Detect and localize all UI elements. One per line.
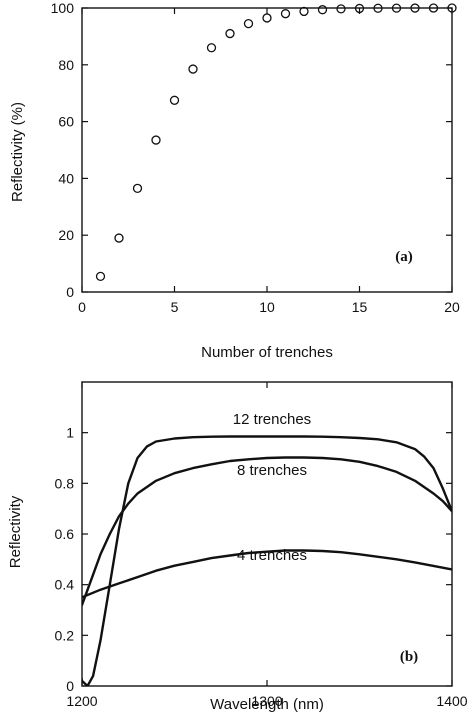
data-point xyxy=(299,6,309,17)
panel-b-tag: (b) xyxy=(400,649,418,665)
y-tick-label: 20 xyxy=(58,227,74,243)
data-point xyxy=(391,3,402,13)
x-tick-label: 5 xyxy=(171,299,179,315)
data-point xyxy=(169,95,180,105)
data-point xyxy=(354,3,365,14)
y-tick-label: 80 xyxy=(58,57,74,73)
curve-label-8-trenches: 8 trenches xyxy=(237,462,307,479)
y-tick-label: 0 xyxy=(66,678,74,694)
data-point xyxy=(447,3,457,13)
panel-a-x-axis-label: Number of trenches xyxy=(201,344,333,361)
y-tick-label: 1 xyxy=(66,425,74,441)
data-point xyxy=(428,3,439,13)
x-tick-label: 1300 xyxy=(251,693,282,709)
data-point xyxy=(225,28,235,39)
x-tick-label: 1400 xyxy=(436,693,467,709)
series-line-8-trenches xyxy=(82,456,452,607)
x-tick-label: 10 xyxy=(259,299,275,315)
curve-label-12-trenches: 12 trenches xyxy=(233,411,311,428)
y-tick-label: 0.4 xyxy=(55,577,75,593)
data-point xyxy=(114,233,124,243)
panel-b-y-axis-label: Reflectivity xyxy=(7,495,24,568)
curve-label-4-trenches: 4 trenches xyxy=(237,547,307,564)
data-point xyxy=(410,3,420,13)
y-tick-label: 0.8 xyxy=(55,475,75,491)
panel-b-curves xyxy=(82,435,452,686)
data-point xyxy=(336,4,346,14)
series-line-12-trenches xyxy=(82,435,452,686)
panel-a: 0 5 10 15 20 0 20 40 60 80 100 Reflectivity (%) Nu… xyxy=(9,0,460,361)
panel-b-x-axis-label: Wavelength (nm) xyxy=(210,696,324,713)
data-point xyxy=(280,9,291,19)
panel-b-ticks: 1200 1300 1400 0 0.2 0.4 0.6 0.8 1 xyxy=(55,382,468,709)
x-tick-label: 1200 xyxy=(66,693,97,709)
y-tick-label: 100 xyxy=(51,0,75,16)
y-tick-label: 0.2 xyxy=(55,627,75,643)
data-point xyxy=(188,64,198,74)
x-tick-label: 0 xyxy=(78,299,86,315)
y-tick-label: 60 xyxy=(58,114,74,130)
data-point xyxy=(151,135,161,145)
data-point xyxy=(206,43,217,53)
x-tick-label: 20 xyxy=(444,299,460,315)
panel-a-markers xyxy=(95,3,457,282)
data-point xyxy=(132,183,143,193)
y-tick-label: 0.6 xyxy=(55,526,75,542)
panel-a-y-axis-label: Reflectivity (%) xyxy=(9,102,26,202)
panel-b: 1200 1300 1400 0 0.2 0.4 0.6 0.8 1 12 trenches 8… xyxy=(7,381,468,713)
x-tick-label: 15 xyxy=(352,299,368,315)
data-point xyxy=(243,18,254,29)
panel-a-tag: (a) xyxy=(395,249,413,265)
y-tick-label: 0 xyxy=(66,284,74,300)
data-point xyxy=(317,5,328,15)
series-line-4-trenches xyxy=(82,549,452,599)
data-point xyxy=(95,271,106,282)
panel-a-ticks: 0 5 10 15 20 0 20 40 60 80 100 xyxy=(51,0,460,315)
data-point xyxy=(373,3,383,13)
data-point xyxy=(262,13,272,23)
y-tick-label: 40 xyxy=(58,170,74,186)
